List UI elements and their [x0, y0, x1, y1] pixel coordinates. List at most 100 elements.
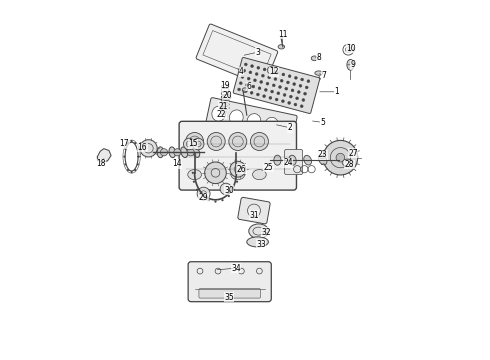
Text: 12: 12 [269, 68, 278, 77]
Circle shape [270, 70, 272, 73]
Circle shape [250, 132, 269, 150]
Circle shape [274, 78, 277, 81]
Text: 26: 26 [237, 165, 246, 174]
Circle shape [174, 149, 181, 156]
Ellipse shape [318, 156, 327, 165]
Circle shape [280, 79, 283, 82]
Text: 21: 21 [219, 102, 228, 111]
Ellipse shape [249, 224, 269, 238]
Circle shape [124, 163, 126, 166]
Circle shape [299, 84, 302, 87]
Circle shape [258, 87, 261, 90]
Circle shape [196, 189, 198, 191]
Text: 34: 34 [231, 264, 241, 273]
Circle shape [130, 171, 133, 173]
FancyBboxPatch shape [238, 197, 270, 224]
Circle shape [127, 142, 129, 144]
Ellipse shape [278, 45, 285, 49]
Circle shape [245, 63, 247, 66]
Circle shape [268, 76, 270, 79]
Circle shape [243, 69, 245, 72]
Ellipse shape [304, 156, 312, 165]
Circle shape [262, 74, 264, 77]
Ellipse shape [157, 147, 164, 158]
Circle shape [127, 169, 129, 171]
Text: 7: 7 [322, 71, 327, 80]
Circle shape [239, 82, 242, 85]
Circle shape [197, 187, 210, 200]
Text: 27: 27 [348, 149, 358, 158]
Circle shape [265, 89, 267, 91]
Circle shape [300, 105, 303, 108]
Circle shape [193, 181, 195, 183]
Text: 18: 18 [96, 159, 106, 168]
Circle shape [186, 132, 204, 150]
Circle shape [285, 87, 288, 90]
FancyBboxPatch shape [188, 262, 271, 302]
Circle shape [277, 92, 280, 95]
Text: 24: 24 [283, 158, 293, 167]
Text: 15: 15 [188, 139, 197, 148]
Circle shape [288, 75, 291, 78]
Circle shape [260, 81, 263, 84]
Ellipse shape [342, 159, 353, 166]
Ellipse shape [315, 71, 323, 75]
Ellipse shape [311, 56, 318, 60]
Ellipse shape [247, 114, 261, 129]
Ellipse shape [169, 147, 175, 158]
Circle shape [302, 99, 305, 102]
Circle shape [305, 86, 308, 89]
Circle shape [281, 100, 284, 103]
Circle shape [304, 92, 306, 95]
Circle shape [279, 86, 281, 89]
FancyBboxPatch shape [285, 149, 303, 175]
Circle shape [138, 156, 140, 158]
Circle shape [287, 81, 290, 84]
Circle shape [283, 94, 286, 96]
Circle shape [241, 76, 244, 78]
Text: 25: 25 [264, 163, 273, 172]
Text: 29: 29 [199, 194, 208, 202]
Text: 11: 11 [278, 30, 288, 39]
Text: 28: 28 [344, 160, 354, 169]
Ellipse shape [229, 110, 243, 125]
Circle shape [207, 199, 210, 201]
Circle shape [275, 98, 278, 101]
Circle shape [268, 67, 274, 74]
Circle shape [228, 195, 230, 197]
Circle shape [252, 85, 255, 88]
Ellipse shape [247, 237, 269, 247]
Circle shape [276, 71, 278, 74]
Text: 3: 3 [255, 48, 260, 57]
Circle shape [257, 66, 260, 69]
Circle shape [244, 90, 247, 93]
FancyBboxPatch shape [233, 58, 320, 113]
Ellipse shape [222, 94, 231, 100]
Text: 4: 4 [239, 68, 244, 77]
Circle shape [236, 181, 238, 183]
Circle shape [230, 161, 245, 177]
Circle shape [205, 162, 226, 184]
Circle shape [134, 169, 136, 171]
Ellipse shape [242, 88, 248, 92]
Text: 10: 10 [346, 44, 356, 53]
Circle shape [256, 93, 259, 96]
Circle shape [250, 91, 253, 94]
Circle shape [288, 102, 291, 104]
Circle shape [266, 82, 269, 85]
Text: 16: 16 [138, 143, 147, 152]
Text: 30: 30 [224, 186, 234, 194]
Circle shape [293, 83, 295, 86]
Circle shape [294, 103, 297, 106]
Text: 5: 5 [320, 118, 325, 127]
Text: 23: 23 [318, 150, 327, 159]
Circle shape [245, 84, 248, 86]
Text: 20: 20 [222, 91, 232, 100]
FancyBboxPatch shape [199, 289, 261, 298]
FancyBboxPatch shape [196, 24, 278, 86]
FancyBboxPatch shape [179, 121, 296, 190]
Ellipse shape [231, 170, 245, 180]
Circle shape [255, 73, 258, 76]
Circle shape [233, 189, 235, 191]
FancyBboxPatch shape [205, 98, 297, 144]
